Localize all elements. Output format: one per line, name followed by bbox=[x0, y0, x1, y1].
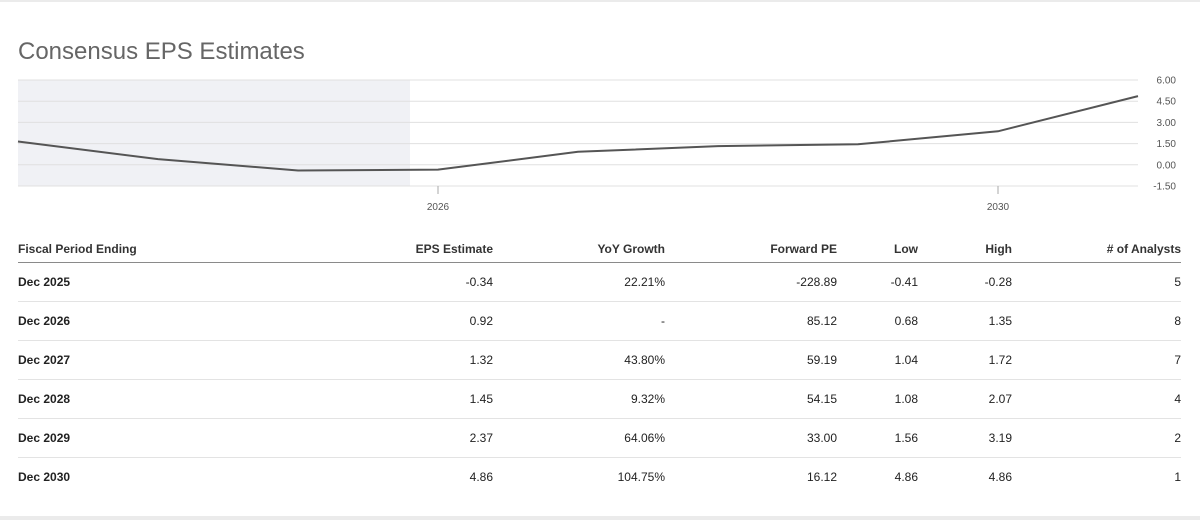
cell-analysts: 8 bbox=[1012, 301, 1181, 341]
header-yoy-growth[interactable]: YoY Growth bbox=[493, 235, 665, 263]
table-row: Dec 2029 2.37 64.06% 33.00 1.56 3.19 2 bbox=[18, 418, 1181, 458]
cell-eps: 1.32 bbox=[358, 340, 493, 380]
cell-yoy: 104.75% bbox=[617, 470, 665, 484]
y-tick-label: 6.00 bbox=[1157, 76, 1177, 87]
header-high[interactable]: High bbox=[918, 235, 1012, 263]
cell-yoy: - bbox=[493, 301, 665, 341]
cell-period: Dec 2029 bbox=[18, 418, 358, 458]
cell-eps: 0.92 bbox=[358, 301, 493, 341]
cell-period: Dec 2028 bbox=[18, 379, 358, 419]
table-row: Dec 2025 -0.34 22.21% -228.89 -0.41 -0.2… bbox=[18, 262, 1181, 302]
y-axis-ticks: 6.00 4.50 3.00 1.50 0.00 -1.50 bbox=[1153, 76, 1176, 193]
chart-gridlines bbox=[18, 79, 1138, 187]
cell-eps: 2.37 bbox=[358, 418, 493, 458]
cell-analysts: 7 bbox=[1012, 340, 1181, 380]
x-tick-label: 2026 bbox=[427, 202, 450, 213]
cell-forward-pe: 59.19 bbox=[665, 340, 837, 380]
historical-shade bbox=[18, 80, 410, 186]
cell-period: Dec 2030 bbox=[18, 470, 71, 484]
cell-yoy: 43.80% bbox=[493, 340, 665, 380]
top-border bbox=[0, 0, 1200, 2]
cell-yoy: 22.21% bbox=[493, 262, 665, 302]
cell-eps: -0.34 bbox=[358, 262, 493, 302]
bottom-border bbox=[0, 516, 1200, 520]
cell-period: Dec 2027 bbox=[18, 340, 358, 380]
cell-low: 0.68 bbox=[837, 301, 918, 341]
cell-forward-pe: 16.12 bbox=[806, 470, 837, 484]
cell-analysts: 5 bbox=[1012, 262, 1181, 302]
header-fiscal-period[interactable]: Fiscal Period Ending bbox=[18, 235, 358, 263]
eps-estimate-line bbox=[17, 95, 1139, 172]
cell-low: 1.04 bbox=[837, 340, 918, 380]
y-tick-label: 0.00 bbox=[1157, 160, 1177, 171]
cell-analysts: 4 bbox=[1012, 379, 1181, 419]
x-axis-ticks: 2026 2030 bbox=[427, 186, 1010, 213]
cell-forward-pe: -228.89 bbox=[665, 262, 837, 302]
page-title: Consensus EPS Estimates bbox=[18, 38, 305, 66]
cell-forward-pe: 85.12 bbox=[665, 301, 837, 341]
header-low[interactable]: Low bbox=[837, 235, 918, 263]
table-row: Dec 2027 1.32 43.80% 59.19 1.04 1.72 7 bbox=[18, 340, 1181, 380]
cell-analysts: 2 bbox=[1012, 418, 1181, 458]
cell-period: Dec 2025 bbox=[18, 262, 358, 302]
cell-high: 4.86 bbox=[988, 470, 1012, 484]
cell-high: 2.07 bbox=[918, 379, 1012, 419]
y-tick-label: 3.00 bbox=[1157, 118, 1177, 129]
cell-low: 1.56 bbox=[837, 418, 918, 458]
cell-forward-pe: 33.00 bbox=[665, 418, 837, 458]
table-row: Dec 2026 0.92 - 85.12 0.68 1.35 8 bbox=[18, 301, 1181, 341]
y-tick-label: 4.50 bbox=[1157, 97, 1177, 108]
table-row: Dec 2030 4.86 104.75% 16.12 4.86 4.86 1 bbox=[18, 458, 1181, 497]
cell-high: -0.28 bbox=[918, 262, 1012, 302]
cell-low: -0.41 bbox=[837, 262, 918, 302]
cell-period: Dec 2026 bbox=[18, 301, 358, 341]
cell-high: 1.72 bbox=[918, 340, 1012, 380]
eps-line-chart: 6.00 4.50 3.00 1.50 0.00 -1.50 2026 2030 bbox=[17, 76, 1176, 213]
cell-low: 4.86 bbox=[894, 470, 918, 484]
cell-low: 1.08 bbox=[837, 379, 918, 419]
cell-yoy: 64.06% bbox=[493, 418, 665, 458]
cell-eps: 4.86 bbox=[469, 470, 493, 484]
x-tick-label: 2030 bbox=[987, 202, 1010, 213]
cell-analysts: 1 bbox=[1174, 470, 1181, 484]
table-row: Dec 2028 1.45 9.32% 54.15 1.08 2.07 4 bbox=[18, 379, 1181, 419]
header-analysts[interactable]: # of Analysts bbox=[1012, 235, 1181, 263]
y-tick-label: 1.50 bbox=[1157, 139, 1177, 150]
y-tick-label: -1.50 bbox=[1153, 182, 1176, 193]
eps-estimates-table: Fiscal Period Ending EPS Estimate YoY Gr… bbox=[18, 235, 1181, 496]
cell-high: 1.35 bbox=[918, 301, 1012, 341]
cell-high: 3.19 bbox=[918, 418, 1012, 458]
header-forward-pe[interactable]: Forward PE bbox=[665, 235, 837, 263]
cell-yoy: 9.32% bbox=[493, 379, 665, 419]
header-eps-estimate[interactable]: EPS Estimate bbox=[358, 235, 493, 263]
cell-forward-pe: 54.15 bbox=[665, 379, 837, 419]
table-header-row: Fiscal Period Ending EPS Estimate YoY Gr… bbox=[18, 235, 1181, 263]
cell-eps: 1.45 bbox=[358, 379, 493, 419]
